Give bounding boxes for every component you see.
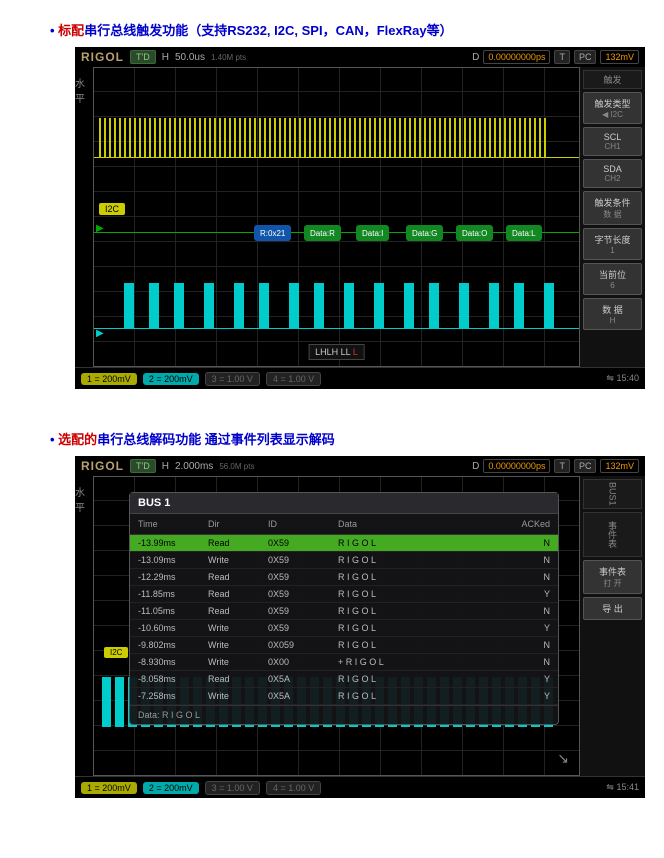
trigger-tab[interactable]: 触发	[583, 70, 642, 89]
delay-value: 0.00000000ps	[483, 459, 550, 473]
data-btn[interactable]: 数 据 H	[583, 298, 642, 330]
trigger-pattern: LHLH LL L	[308, 344, 365, 360]
delay-label: D	[472, 461, 479, 472]
right-menu: 触发 触发类型 ◀ I2C SCL CH1 SDA CH2 触发条件 数 据 字…	[580, 67, 645, 367]
table-row[interactable]: -8.058msRead0X5AR I G O LY	[130, 671, 558, 688]
scope1-topbar: RIGOL T'D H 50.0us 1.40M pts D 0.0000000…	[75, 47, 645, 67]
i2c-bus-badge: I2C	[104, 647, 128, 658]
brand-logo: RIGOL	[81, 459, 124, 473]
waveform-grid-2: I2C document.write(Array.from({length:35…	[93, 476, 580, 776]
coupling-badge: PC	[574, 50, 597, 64]
oscilloscope-screenshot-2: RIGOL T'D H 2.000ms 56.0M pts D 0.000000…	[75, 456, 645, 798]
decode-row: R:0x21 Data:R Data:I Data:G Data:O Data:…	[94, 223, 579, 243]
decode-data-chip: Data:L	[506, 225, 542, 241]
oscilloscope-screenshot-1: RIGOL T'D H 50.0us 1.40M pts D 0.0000000…	[75, 47, 645, 389]
scope2-topbar: RIGOL T'D H 2.000ms 56.0M pts D 0.000000…	[75, 456, 645, 476]
delay-label: D	[472, 52, 479, 63]
decode-data-chip: Data:O	[456, 225, 493, 241]
usb-icon: ⇋ 15:41	[606, 782, 639, 793]
section1-title: 串行总线触发功能（支持RS232, I2C, SPI，CAN，FlexRay等）	[84, 23, 452, 38]
trig-label: T	[554, 459, 570, 473]
table-row[interactable]: -7.258msWrite0X5AR I G O LY	[130, 688, 558, 705]
ch3-badge[interactable]: 3 = 1.00 V	[205, 781, 260, 795]
table-row[interactable]: -8.930msWrite0X00+ R I G O LN	[130, 654, 558, 671]
i2c-bus-badge: I2C	[99, 203, 125, 215]
ch1-badge[interactable]: 1 = 200mV	[81, 373, 137, 385]
bus-table-title: BUS 1	[130, 493, 558, 514]
right-menu-2: BUS1 事件表 事件表 打 开 导 出	[580, 476, 645, 776]
h-label: H	[162, 52, 169, 63]
trigger-cond-btn[interactable]: 触发条件 数 据	[583, 191, 642, 225]
decode-addr-chip: R:0x21	[254, 225, 291, 241]
decode-data-chip: Data:R	[304, 225, 341, 241]
table-row[interactable]: -13.09msWrite0X59R I G O LN	[130, 552, 558, 569]
sample-pts: 56.0M pts	[219, 462, 254, 471]
run-state-badge: T'D	[130, 459, 156, 473]
ch2-badge[interactable]: 2 = 200mV	[143, 373, 199, 385]
scl-source-btn[interactable]: SCL CH1	[583, 127, 642, 156]
section1-header: 标配串行总线触发功能（支持RS232, I2C, SPI，CAN，FlexRay…	[50, 20, 634, 39]
scl-waveform: document.write(Array.from({length:90},(_…	[94, 118, 579, 158]
scroll-arrow-icon[interactable]: ↘	[557, 750, 569, 767]
waveform-grid: document.write(Array.from({length:90},(_…	[93, 67, 580, 367]
section2-prefix: 选配的	[58, 432, 97, 447]
table-row[interactable]: -11.85msRead0X59R I G O LY	[130, 586, 558, 603]
trig-level: 132mV	[600, 459, 639, 473]
bus-event-table: BUS 1 Time Dir ID Data ACKed -13.99msRea…	[129, 492, 559, 725]
ch1-badge[interactable]: 1 = 200mV	[81, 782, 137, 794]
section2-title: 串行总线解码功能 通过事件列表显示解码	[97, 432, 335, 447]
ch2-badge[interactable]: 2 = 200mV	[143, 782, 199, 794]
left-rail-label: 水平	[75, 75, 93, 105]
sample-pts: 1.40M pts	[211, 53, 246, 62]
timebase-value: 2.000ms	[175, 461, 213, 472]
run-state-badge: T'D	[130, 50, 156, 64]
byte-length-btn[interactable]: 字节长度 1	[583, 228, 642, 260]
sda-marker: ▶	[96, 328, 104, 339]
table-row[interactable]: -13.99msRead0X59R I G O LN	[130, 535, 558, 552]
table-row[interactable]: -12.29msRead0X59R I G O LN	[130, 569, 558, 586]
section1-prefix: 标配	[58, 23, 84, 38]
current-bit-btn[interactable]: 当前位 6	[583, 263, 642, 295]
decode-data-chip: Data:I	[356, 225, 389, 241]
table-row[interactable]: -10.60msWrite0X59R I G O LY	[130, 620, 558, 637]
events-toggle-btn[interactable]: 事件表 打 开	[583, 560, 642, 594]
export-btn[interactable]: 导 出	[583, 597, 642, 620]
event-table-tab[interactable]: 事件表	[583, 512, 642, 557]
bus-table-columns: Time Dir ID Data ACKed	[130, 514, 558, 535]
sda-waveform: document.write([30,55,80,110,140,165,195…	[94, 278, 579, 338]
trig-label: T	[554, 50, 570, 64]
bus1-tab[interactable]: BUS1	[583, 479, 642, 509]
bus-table-footer: Data: R I G O L	[130, 705, 558, 724]
brand-logo: RIGOL	[81, 50, 124, 64]
delay-value: 0.00000000ps	[483, 50, 550, 64]
scope1-bottombar: 1 = 200mV 2 = 200mV 3 = 1.00 V 4 = 1.00 …	[75, 367, 645, 389]
ch4-badge[interactable]: 4 = 1.00 V	[266, 372, 321, 386]
ch4-badge[interactable]: 4 = 1.00 V	[266, 781, 321, 795]
section2-header: 选配的串行总线解码功能 通过事件列表显示解码	[50, 429, 634, 448]
ch3-badge[interactable]: 3 = 1.00 V	[205, 372, 260, 386]
table-row[interactable]: -9.802msWrite0X059R I G O LN	[130, 637, 558, 654]
coupling-badge: PC	[574, 459, 597, 473]
left-rail: 水平	[75, 476, 93, 776]
trig-level: 132mV	[600, 50, 639, 64]
timebase-value: 50.0us	[175, 52, 205, 63]
trigger-type-btn[interactable]: 触发类型 ◀ I2C	[583, 92, 642, 124]
h-label: H	[162, 461, 169, 472]
sda-source-btn[interactable]: SDA CH2	[583, 159, 642, 188]
left-rail-label: 水平	[75, 484, 93, 514]
bus-rows-container: -13.99msRead0X59R I G O LN-13.09msWrite0…	[130, 535, 558, 705]
decode-data-chip: Data:G	[406, 225, 443, 241]
table-row[interactable]: -11.05msRead0X59R I G O LN	[130, 603, 558, 620]
usb-icon: ⇋ 15:40	[606, 373, 639, 384]
left-rail: 水平	[75, 67, 93, 367]
scope2-bottombar: 1 = 200mV 2 = 200mV 3 = 1.00 V 4 = 1.00 …	[75, 776, 645, 798]
